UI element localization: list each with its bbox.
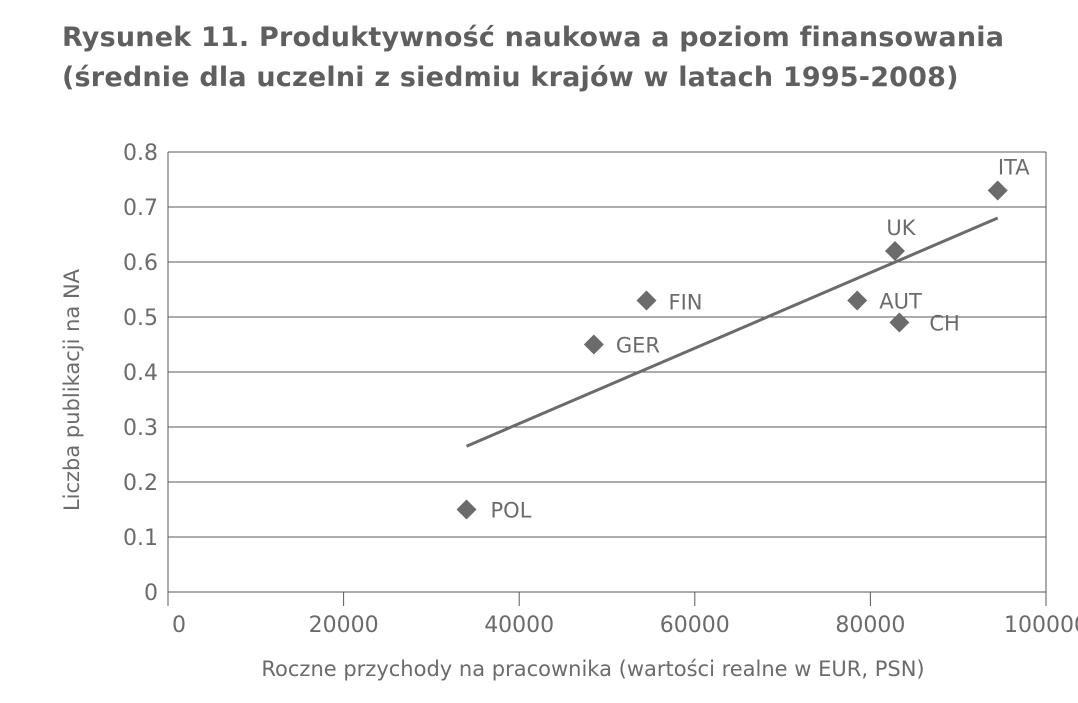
y-tick-label-0: 0 bbox=[144, 581, 158, 606]
x-tick-label-2: 40000 bbox=[484, 613, 554, 638]
y-tick-label-2: 0.2 bbox=[123, 471, 158, 496]
y-tick-label-4: 0.4 bbox=[123, 361, 158, 386]
trendline bbox=[465, 216, 999, 448]
x-tick-labels: 0 20000 40000 60000 80000 100000 bbox=[172, 613, 1078, 638]
y-tick-labels: 0 0.1 0.2 0.3 0.4 0.5 0.6 0.7 0.8 bbox=[123, 141, 158, 606]
y-tick-label-5: 0.5 bbox=[123, 306, 158, 331]
data-point-fin bbox=[636, 290, 657, 311]
chart-title-line2: (średnie dla uczelni z siedmiu krajów w … bbox=[62, 62, 959, 93]
data-point-aut bbox=[847, 290, 868, 311]
point-label-pol: POL bbox=[491, 499, 532, 523]
chart-title: Rysunek 11. Produktywność naukowa a pozi… bbox=[62, 18, 1004, 98]
y-axis-label: Liczba publikacji na NA bbox=[60, 268, 84, 511]
point-label-ch: CH bbox=[929, 312, 959, 336]
axes bbox=[167, 152, 1047, 606]
chart-title-line1: Rysunek 11. Produktywność naukowa a pozi… bbox=[62, 22, 1005, 53]
data-point-pol bbox=[456, 499, 477, 520]
trendline-layer bbox=[465, 216, 999, 448]
data-point-ger bbox=[583, 334, 604, 355]
data-points: POL GER FIN AUT UK CH ITA bbox=[456, 156, 1030, 523]
point-label-ger: GER bbox=[616, 334, 660, 358]
x-tick-label-5: 100000 bbox=[1004, 613, 1078, 638]
data-point-uk bbox=[884, 241, 905, 261]
x-tick-label-1: 20000 bbox=[309, 613, 379, 638]
y-tick-label-7: 0.7 bbox=[123, 196, 158, 221]
point-label-uk: UK bbox=[886, 216, 916, 240]
y-tick-label-8: 0.8 bbox=[123, 141, 158, 166]
point-label-aut: AUT bbox=[879, 290, 922, 314]
grid-lines bbox=[168, 151, 1046, 538]
data-point-ita bbox=[987, 180, 1008, 201]
y-tick-label-1: 0.1 bbox=[123, 526, 158, 551]
x-tick-label-3: 60000 bbox=[660, 613, 730, 638]
y-tick-label-6: 0.6 bbox=[123, 251, 158, 276]
x-tick-label-0: 0 bbox=[172, 613, 186, 638]
data-point-ch bbox=[889, 312, 910, 333]
point-label-ita: ITA bbox=[998, 156, 1030, 180]
point-label-fin: FIN bbox=[669, 291, 703, 315]
x-tick-label-4: 80000 bbox=[835, 613, 905, 638]
y-tick-label-3: 0.3 bbox=[123, 416, 158, 441]
x-axis-label: Roczne przychody na pracownika (wartości… bbox=[261, 657, 924, 681]
